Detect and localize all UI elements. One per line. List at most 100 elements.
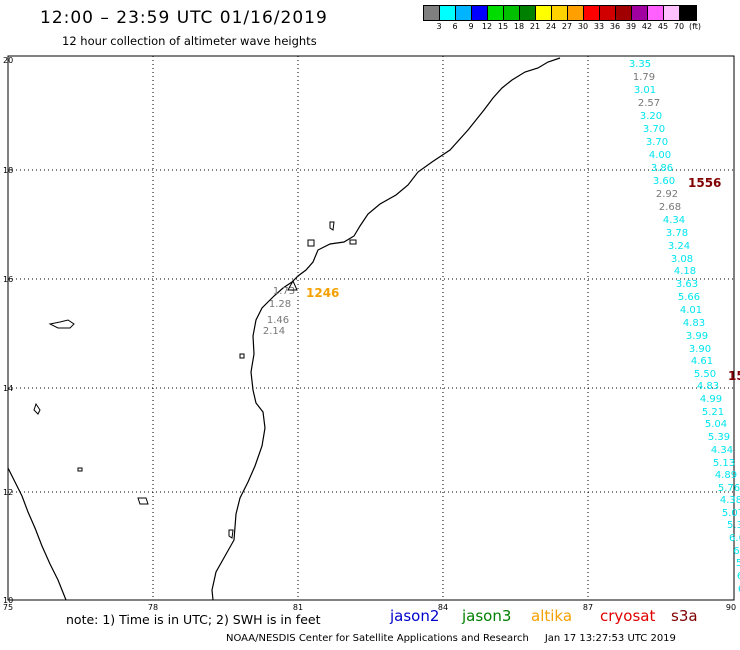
footer-credit: NOAA/NESDIS Center for Satellite Applica… [226, 633, 676, 644]
color-scale-label: 18 [513, 22, 525, 31]
wave-height-value: 6.0 [729, 533, 740, 544]
credit-text: NOAA/NESDIS Center for Satellite Applica… [226, 633, 529, 644]
wave-height-value: 3.63 [676, 279, 698, 290]
x-tick-label: 78 [148, 603, 158, 612]
satellite-legend-s3a: s3a [671, 607, 698, 625]
wave-height-value: 4.83 [697, 381, 719, 392]
wave-height-value: 4.01 [680, 305, 702, 316]
pass-time-label: 1556 [688, 176, 721, 190]
wave-height-value: 4.00 [649, 150, 671, 161]
color-scale-label: 24 [545, 22, 557, 31]
wave-height-value: 3.70 [646, 137, 668, 148]
pass-time-label: 15 [728, 369, 740, 383]
coastline-india-east [211, 57, 561, 601]
credit-timestamp: Jan 17 13:27:53 UTC 2019 [544, 633, 676, 644]
color-swatch [600, 6, 616, 20]
color-scale-label: 21 [529, 22, 541, 31]
color-scale-label: 12 [481, 22, 493, 31]
color-scale-label: 9 [468, 22, 474, 31]
footer-note: note: 1) Time is in UTC; 2) SWH is in fe… [66, 612, 321, 627]
wave-height-value: 5.76 [718, 483, 740, 494]
pass-time-label: 1246 [306, 286, 339, 300]
color-scale-bar [423, 5, 697, 21]
color-swatch [456, 6, 472, 20]
color-swatch [664, 6, 680, 20]
chart-title: 12:00 – 23:59 UTC 01/16/2019 [40, 8, 328, 28]
color-scale-label: 45 [657, 22, 669, 31]
color-scale-label: 6 [452, 22, 458, 31]
color-swatch [584, 6, 600, 20]
wave-height-value: 5.04 [705, 419, 727, 430]
wave-height-value: 4.38 [720, 495, 740, 506]
x-tick-label: 75 [3, 603, 13, 612]
x-tick-label: 81 [293, 603, 303, 612]
wave-height-value: 4.99 [700, 394, 722, 405]
wave-height-value: 3.78 [666, 228, 688, 239]
wave-height-value: 4.61 [691, 356, 713, 367]
y-tick-label: 16 [3, 275, 13, 284]
y-tick-label: 18 [3, 166, 13, 175]
y-tick-label: 12 [3, 488, 13, 497]
wave-height-value: 6. [733, 546, 740, 557]
wave-height-value: 2.68 [659, 202, 681, 213]
wave-height-value: 3.90 [689, 344, 711, 355]
wave-height-value: 4.18 [674, 266, 696, 277]
map-gridlines [8, 56, 734, 600]
wave-height-value: 3.01 [634, 85, 656, 96]
y-tick-label: 20 [3, 56, 13, 65]
wave-height-value: 4.89 [715, 470, 737, 481]
color-scale-label: 33 [593, 22, 605, 31]
color-swatch [504, 6, 520, 20]
map-frame [7, 55, 735, 601]
chart-subtitle: 12 hour collection of altimeter wave hei… [62, 34, 317, 48]
wave-height-value: 1.79 [633, 72, 655, 83]
color-scale-label: 30 [577, 22, 589, 31]
color-swatch [680, 6, 696, 20]
wave-height-value: 5.66 [678, 292, 700, 303]
color-scale-label: 15 [497, 22, 509, 31]
wave-height-value: 5.07 [722, 508, 740, 519]
color-scale-label: 27 [561, 22, 573, 31]
satellite-legend-jason2: jason2 [390, 607, 440, 625]
wave-height-value: 2.57 [638, 98, 660, 109]
wave-height-value: 4.83 [683, 318, 705, 329]
coastline-india-west [7, 467, 67, 601]
wave-height-value: 2.92 [656, 189, 678, 200]
wave-height-value: 5.13 [713, 458, 735, 469]
wave-height-value: 3.70 [643, 124, 665, 135]
x-tick-label: 90 [726, 603, 736, 612]
color-swatch [552, 6, 568, 20]
color-scale-label: 3 [436, 22, 442, 31]
wave-height-value: 4.34 [663, 215, 685, 226]
color-swatch [424, 6, 440, 20]
wave-height-labels: 3.35 1.79 3.01 2.57 3.20 3.70 3.70 4.00 3.86 3.60… [263, 59, 740, 595]
satellite-legend-jason3: jason3 [462, 607, 512, 625]
color-swatch [568, 6, 584, 20]
x-tick-label: 84 [438, 603, 448, 612]
color-swatch [536, 6, 552, 20]
wave-height-value: 1.28 [269, 299, 291, 310]
wave-height-value: 6 [737, 571, 740, 582]
x-tick-label: 87 [583, 603, 593, 612]
color-scale-label: (ft) [688, 22, 702, 31]
wave-height-value: 1.46 [267, 315, 289, 326]
wave-height-value: 5.3 [727, 520, 740, 531]
color-scale-label: 36 [609, 22, 621, 31]
wave-height-value: 1.73 [273, 286, 295, 297]
color-scale-label: 39 [625, 22, 637, 31]
color-swatch [632, 6, 648, 20]
color-scale-label: 42 [641, 22, 653, 31]
wave-height-value: 6 [738, 584, 740, 595]
wave-height-value: 3.86 [651, 163, 673, 174]
color-swatch [488, 6, 504, 20]
color-swatch [648, 6, 664, 20]
wave-height-value: 3.60 [653, 176, 675, 187]
wave-height-value: 3.08 [671, 254, 693, 265]
sri-lanka-islands [33, 221, 357, 539]
satellite-legend-altika: altika [531, 607, 573, 625]
y-tick-label: 14 [3, 384, 13, 393]
wave-height-value: 3.20 [640, 111, 662, 122]
wave-height-value: 3.24 [668, 241, 690, 252]
color-swatch [616, 6, 632, 20]
